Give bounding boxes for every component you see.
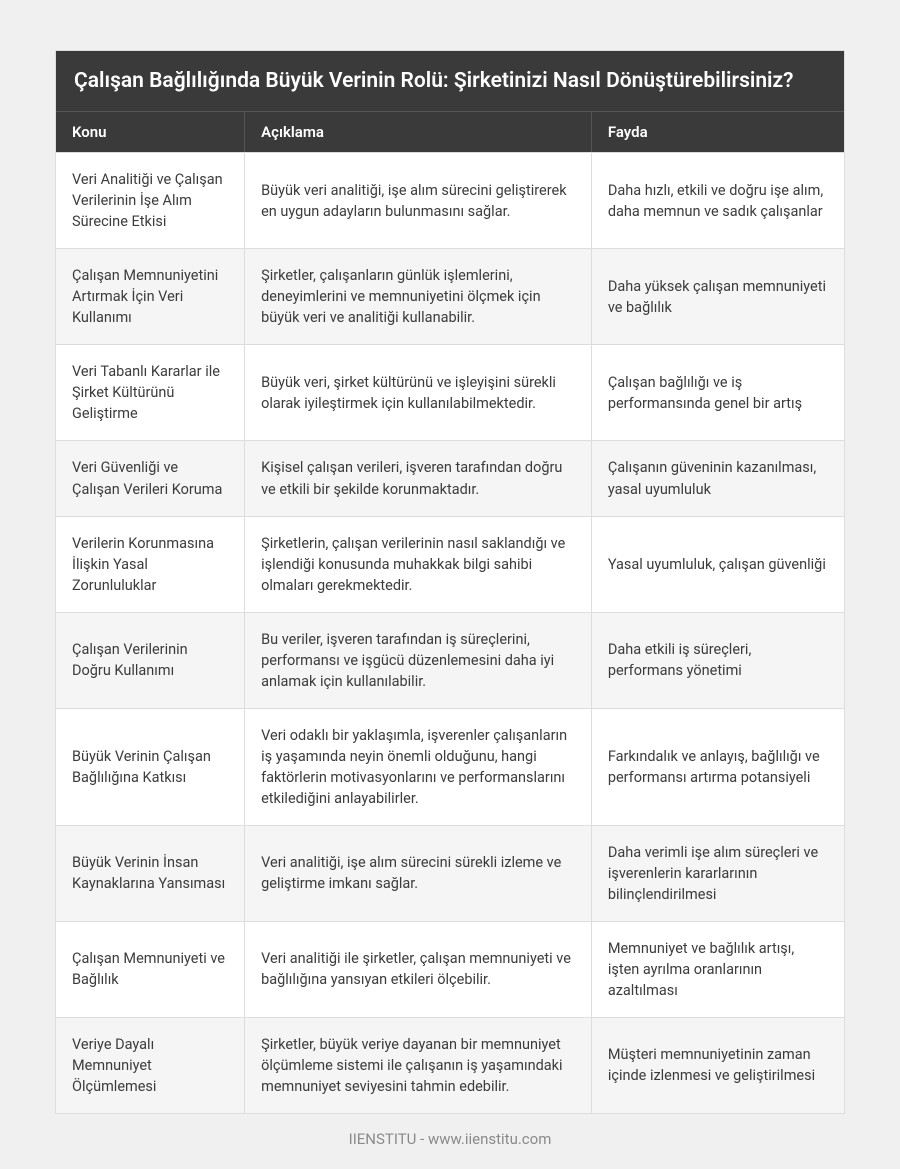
cell-benefit: Yasal uyumluluk, çalışan güvenliği: [592, 517, 844, 612]
cell-topic: Veri Analitiği ve Çalışan Verilerinin İş…: [56, 153, 245, 248]
table-row: Çalışan Memnuniyetini Artırmak İçin Veri…: [56, 248, 844, 344]
cell-desc: Büyük veri analitiği, işe alım sürecini …: [245, 153, 592, 248]
table-row: Çalışan Verilerinin Doğru Kullanımı Bu v…: [56, 612, 844, 708]
cell-benefit: Müşteri memnuniyetinin zaman içinde izle…: [592, 1018, 844, 1113]
table-row: Veriye Dayalı Memnuniyet Ölçümlemesi Şir…: [56, 1017, 844, 1113]
cell-benefit: Daha yüksek çalışan memnuniyeti ve bağlı…: [592, 249, 844, 344]
cell-desc: Şirketlerin, çalışan verilerinin nasıl s…: [245, 517, 592, 612]
cell-desc: Veri analitiği ile şirketler, çalışan me…: [245, 922, 592, 1017]
cell-desc: Şirketler, büyük veriye dayanan bir memn…: [245, 1018, 592, 1113]
table-row: Büyük Verinin İnsan Kaynaklarına Yansıma…: [56, 825, 844, 921]
cell-desc: Büyük veri, şirket kültürünü ve işleyişi…: [245, 345, 592, 440]
cell-desc: Bu veriler, işveren tarafından iş süreçl…: [245, 613, 592, 708]
cell-topic: Çalışan Verilerinin Doğru Kullanımı: [56, 613, 245, 708]
table-row: Veri Analitiği ve Çalışan Verilerinin İş…: [56, 152, 844, 248]
cell-topic: Verilerin Korunmasına İlişkin Yasal Zoru…: [56, 517, 245, 612]
cell-topic: Büyük Verinin Çalışan Bağlılığına Katkıs…: [56, 709, 245, 825]
table-title: Çalışan Bağlılığında Büyük Verinin Rolü:…: [56, 51, 844, 111]
table-row: Çalışan Memnuniyeti ve Bağlılık Veri ana…: [56, 921, 844, 1017]
cell-benefit: Farkındalık ve anlayış, bağlılığı ve per…: [592, 709, 844, 825]
cell-benefit: Daha hızlı, etkili ve doğru işe alım, da…: [592, 153, 844, 248]
cell-topic: Çalışan Memnuniyetini Artırmak İçin Veri…: [56, 249, 245, 344]
column-header-benefit: Fayda: [592, 112, 844, 152]
cell-benefit: Daha verimli işe alım süreçleri ve işver…: [592, 826, 844, 921]
cell-desc: Veri analitiği, işe alım sürecini sürekl…: [245, 826, 592, 921]
cell-benefit: Çalışanın güveninin kazanılması, yasal u…: [592, 441, 844, 515]
cell-topic: Veriye Dayalı Memnuniyet Ölçümlemesi: [56, 1018, 245, 1113]
table-header-row: Konu Açıklama Fayda: [56, 111, 844, 152]
cell-topic: Büyük Verinin İnsan Kaynaklarına Yansıma…: [56, 826, 245, 921]
table-row: Verilerin Korunmasına İlişkin Yasal Zoru…: [56, 516, 844, 612]
cell-benefit: Daha etkili iş süreçleri, performans yön…: [592, 613, 844, 708]
cell-topic: Veri Tabanlı Kararlar ile Şirket Kültürü…: [56, 345, 245, 440]
cell-topic: Veri Güvenliği ve Çalışan Verileri Korum…: [56, 441, 245, 515]
cell-benefit: Memnuniyet ve bağlılık artışı, işten ayr…: [592, 922, 844, 1017]
cell-topic: Çalışan Memnuniyeti ve Bağlılık: [56, 922, 245, 1017]
cell-desc: Şirketler, çalışanların günlük işlemleri…: [245, 249, 592, 344]
cell-desc: Kişisel çalışan verileri, işveren tarafı…: [245, 441, 592, 515]
table-row: Veri Güvenliği ve Çalışan Verileri Korum…: [56, 440, 844, 515]
data-table: Çalışan Bağlılığında Büyük Verinin Rolü:…: [55, 50, 845, 1114]
table-row: Veri Tabanlı Kararlar ile Şirket Kültürü…: [56, 344, 844, 440]
cell-benefit: Çalışan bağlılığı ve iş performansında g…: [592, 345, 844, 440]
footer-text: IIENSTITU - www.iienstitu.com: [55, 1114, 845, 1148]
column-header-topic: Konu: [56, 112, 245, 152]
cell-desc: Veri odaklı bir yaklaşımla, işverenler ç…: [245, 709, 592, 825]
column-header-desc: Açıklama: [245, 112, 592, 152]
table-row: Büyük Verinin Çalışan Bağlılığına Katkıs…: [56, 708, 844, 825]
